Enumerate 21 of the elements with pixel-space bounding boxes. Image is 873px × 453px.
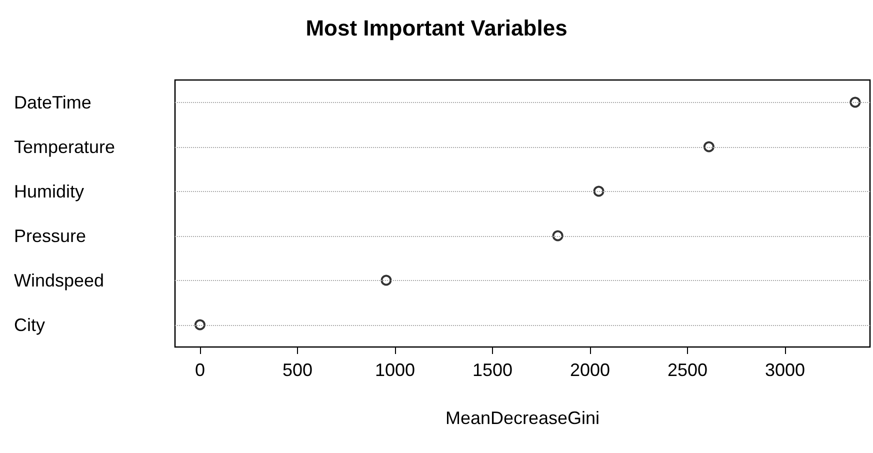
point	[850, 96, 861, 108]
x-axis-title: MeanDecreaseGini	[445, 408, 600, 428]
y-tick-label: City	[14, 314, 45, 335]
x-tick-label: 1500	[472, 360, 512, 380]
x-tick-label: 500	[282, 360, 312, 380]
x-tick-label: 2500	[667, 360, 708, 380]
x-tick-label: 0	[194, 360, 205, 380]
y-tick-label: Humidity	[14, 181, 84, 202]
point	[194, 319, 206, 330]
point	[380, 274, 392, 286]
point	[593, 186, 604, 197]
x-tick-label: 2000	[570, 360, 610, 380]
point	[552, 230, 564, 242]
y-tick-label: DateTime	[14, 92, 92, 112]
x-tick-label: 1000	[374, 360, 415, 380]
y-tick-label: Pressure	[14, 226, 86, 246]
y-tick-label: Temperature	[14, 136, 116, 157]
y-tick-label: Windspeed	[14, 270, 104, 290]
x-tick-label: 3000	[764, 360, 805, 380]
chart-title: Most Important Variables	[306, 16, 568, 40]
point	[703, 141, 714, 152]
